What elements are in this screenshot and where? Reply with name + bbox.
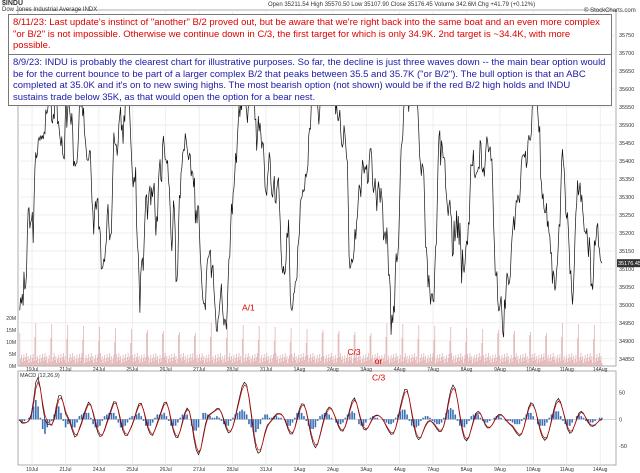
- date-tick-label: 8Aug: [461, 467, 473, 473]
- date-tick-label: 10Aug: [526, 467, 541, 473]
- date-tick-label: 4Aug: [394, 467, 406, 473]
- price-tick-label: 35650: [619, 69, 634, 75]
- macd-tick-label: -50: [619, 444, 627, 450]
- price-tick-label: 34900: [619, 339, 634, 345]
- chart-symbol: $INDU: [2, 0, 24, 7]
- price-tick-label: 35100: [619, 267, 634, 273]
- date-tick-label: 1Aug: [294, 467, 306, 473]
- date-tick-label: 2Aug: [327, 467, 339, 473]
- macd-tick-label: 0: [619, 417, 622, 423]
- volume-axis-label: 0M: [9, 364, 16, 370]
- chart-watermark: © StockCharts.com: [584, 8, 636, 14]
- chart-subtitle: Dow Jones Industrial Average INDX: [2, 7, 98, 13]
- price-tick-label: 35700: [619, 51, 634, 57]
- date-tick-label: 9Aug: [494, 367, 506, 373]
- wave-label: A/1: [242, 302, 255, 312]
- date-tick-label: 24Jul: [93, 367, 105, 373]
- price-tick-label: 35050: [619, 285, 634, 291]
- price-tick-label: 35750: [619, 33, 634, 39]
- price-tick-label: 35300: [619, 195, 634, 201]
- volume-axis-label: 15M: [6, 328, 16, 334]
- price-tick-label: 34950: [619, 321, 634, 327]
- chart-stats: Open 35211.54 High 35570.50 Low 35107.90…: [268, 2, 536, 8]
- date-tick-label: 31Jul: [260, 467, 272, 473]
- price-tick-label: 35000: [619, 303, 634, 309]
- blue-annotation-note: 8/9/23: INDU is probably the clearest ch…: [8, 54, 612, 107]
- last-price-label: 35176.45: [618, 261, 640, 267]
- date-tick-label: 3Aug: [360, 467, 372, 473]
- date-tick-label: 19Jul: [26, 367, 38, 373]
- date-tick-label: 8Aug: [461, 367, 473, 373]
- date-tick-label: 4Aug: [394, 367, 406, 373]
- date-tick-label: 27Jul: [193, 367, 205, 373]
- date-tick-label: 21Jul: [60, 367, 72, 373]
- macd-tick-label: 50: [619, 390, 625, 396]
- wave-label: C/3: [347, 347, 361, 357]
- price-series-line: [19, 16, 603, 338]
- date-tick-label: 21Jul: [60, 467, 72, 473]
- date-tick-label: 11Aug: [560, 367, 574, 373]
- volume-axis-label: 10M: [6, 340, 16, 346]
- price-tick-label: 34850: [619, 357, 634, 363]
- date-tick-label: 26Jul: [160, 467, 172, 473]
- macd-panel-title: MACD (12,26,9): [20, 373, 60, 379]
- volume-axis-label: 5M: [9, 352, 16, 358]
- date-tick-label: 9Aug: [494, 467, 506, 473]
- date-tick-label: 10Aug: [526, 367, 541, 373]
- macd-panel: [17, 370, 617, 466]
- date-tick-label: 19Jul: [26, 467, 38, 473]
- price-tick-label: 35550: [619, 105, 634, 111]
- wave-label: or: [375, 356, 383, 366]
- date-tick-label: 14Aug: [593, 367, 608, 373]
- price-tick-label: 35500: [619, 123, 634, 129]
- price-tick-label: 35600: [619, 87, 634, 93]
- price-tick-label: 35250: [619, 213, 634, 219]
- date-tick-label: 27Jul: [193, 467, 205, 473]
- date-tick-label: 14Aug: [593, 467, 608, 473]
- date-tick-label: 28Jul: [227, 467, 239, 473]
- date-tick-label: 11Aug: [560, 467, 574, 473]
- date-tick-label: 28Jul: [227, 367, 239, 373]
- price-tick-label: 35450: [619, 141, 634, 147]
- date-tick-label: 31Jul: [260, 367, 272, 373]
- date-tick-label: 3Aug: [360, 367, 372, 373]
- price-tick-label: 35150: [619, 249, 634, 255]
- date-tick-label: 25Jul: [126, 467, 138, 473]
- date-tick-label: 1Aug: [294, 367, 306, 373]
- wave-label: C/3: [372, 372, 386, 382]
- macd-signal-line: [19, 380, 603, 453]
- date-tick-label: 24Jul: [93, 467, 105, 473]
- price-tick-label: 35350: [619, 177, 634, 183]
- date-tick-label: 2Aug: [327, 367, 339, 373]
- price-tick-label: 35400: [619, 159, 634, 165]
- date-tick-label: 7Aug: [427, 467, 439, 473]
- date-tick-label: 25Jul: [126, 367, 138, 373]
- volume-axis-label: 20M: [6, 316, 16, 322]
- date-tick-label: 7Aug: [427, 367, 439, 373]
- last-price-box: [617, 259, 640, 268]
- red-annotation-note: 8/11/23: Last update's instinct of "anot…: [8, 14, 612, 55]
- date-tick-label: 26Jul: [160, 367, 172, 373]
- price-tick-label: 35200: [619, 231, 634, 237]
